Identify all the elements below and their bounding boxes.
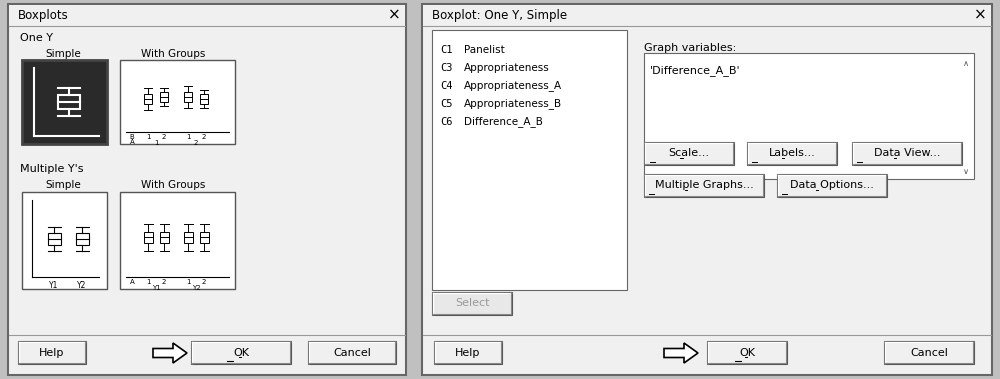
Text: Boxplot: One Y, Simple: Boxplot: One Y, Simple bbox=[432, 8, 567, 22]
Text: ×: × bbox=[974, 8, 986, 22]
Text: ×: × bbox=[388, 8, 400, 22]
Text: Y1: Y1 bbox=[49, 281, 59, 290]
Bar bbox=[747, 142, 837, 165]
Bar bbox=[184, 92, 192, 102]
Bar bbox=[422, 4, 992, 375]
Text: Boxplots: Boxplots bbox=[18, 8, 69, 22]
Bar bbox=[200, 232, 208, 243]
Bar bbox=[58, 95, 80, 109]
Bar bbox=[22, 192, 107, 289]
Text: Appropriateness_A: Appropriateness_A bbox=[464, 81, 562, 91]
Bar bbox=[8, 4, 406, 375]
Bar bbox=[884, 341, 974, 364]
Text: Labels...: Labels... bbox=[769, 149, 815, 158]
Text: OK: OK bbox=[739, 348, 755, 357]
Text: Y1: Y1 bbox=[152, 285, 160, 291]
Bar bbox=[76, 232, 88, 244]
Text: Panelist: Panelist bbox=[464, 45, 505, 55]
Text: Simple: Simple bbox=[45, 49, 81, 59]
Text: With Groups: With Groups bbox=[141, 49, 205, 59]
Text: 1: 1 bbox=[146, 279, 150, 285]
Bar bbox=[777, 174, 887, 197]
Text: C6: C6 bbox=[440, 117, 452, 127]
Text: Y2: Y2 bbox=[192, 285, 200, 291]
Text: C3: C3 bbox=[440, 63, 452, 73]
Text: One Y: One Y bbox=[20, 33, 53, 43]
Text: C4: C4 bbox=[440, 81, 452, 91]
Bar bbox=[22, 60, 107, 144]
Text: Simple: Simple bbox=[45, 180, 81, 190]
Text: With Groups: With Groups bbox=[141, 180, 205, 190]
Bar bbox=[184, 232, 192, 243]
Polygon shape bbox=[153, 343, 187, 363]
Text: 1: 1 bbox=[146, 134, 150, 140]
Text: Data Options...: Data Options... bbox=[790, 180, 874, 191]
Bar bbox=[644, 53, 974, 179]
Text: B: B bbox=[130, 134, 134, 140]
Bar bbox=[644, 174, 764, 197]
Text: Select: Select bbox=[455, 299, 489, 309]
Text: OK: OK bbox=[233, 348, 249, 357]
Text: C1: C1 bbox=[440, 45, 452, 55]
Polygon shape bbox=[664, 343, 698, 363]
Bar bbox=[120, 192, 235, 289]
Bar bbox=[120, 60, 235, 144]
Bar bbox=[423, 5, 991, 26]
Bar bbox=[707, 341, 787, 364]
Text: Y2: Y2 bbox=[77, 281, 87, 290]
Bar bbox=[432, 30, 627, 290]
Bar bbox=[432, 292, 512, 315]
Text: Data View...: Data View... bbox=[874, 149, 940, 158]
Text: 1: 1 bbox=[154, 140, 158, 146]
Bar bbox=[144, 94, 152, 104]
Text: Appropriateness_B: Appropriateness_B bbox=[464, 99, 562, 110]
Text: A: A bbox=[130, 279, 134, 285]
Text: Cancel: Cancel bbox=[910, 348, 948, 357]
Text: 'Difference_A_B': 'Difference_A_B' bbox=[650, 66, 741, 77]
Text: 2: 2 bbox=[202, 134, 206, 140]
Text: 1: 1 bbox=[186, 279, 190, 285]
Text: Help: Help bbox=[455, 348, 481, 357]
Text: Multiple Y's: Multiple Y's bbox=[20, 164, 84, 174]
Text: A: A bbox=[130, 139, 134, 145]
Bar bbox=[18, 341, 86, 364]
Text: 2: 2 bbox=[194, 140, 198, 146]
Bar bbox=[48, 232, 60, 244]
Text: C5: C5 bbox=[440, 99, 452, 109]
Text: Scale...: Scale... bbox=[668, 149, 710, 158]
Bar bbox=[9, 5, 405, 26]
Text: ∨: ∨ bbox=[963, 166, 969, 175]
Bar bbox=[191, 341, 291, 364]
Text: Cancel: Cancel bbox=[333, 348, 371, 357]
Text: Difference_A_B: Difference_A_B bbox=[464, 117, 543, 127]
Bar bbox=[144, 232, 152, 243]
Text: Help: Help bbox=[39, 348, 65, 357]
Text: ∧: ∧ bbox=[963, 58, 969, 67]
Bar bbox=[160, 92, 168, 102]
Bar bbox=[160, 232, 168, 243]
Text: Multiple Graphs...: Multiple Graphs... bbox=[655, 180, 753, 191]
Text: 2: 2 bbox=[162, 279, 166, 285]
Bar bbox=[644, 142, 734, 165]
Text: 2: 2 bbox=[202, 279, 206, 285]
Bar bbox=[308, 341, 396, 364]
Bar bbox=[200, 94, 208, 104]
Text: Appropriateness: Appropriateness bbox=[464, 63, 550, 73]
Bar bbox=[434, 341, 502, 364]
Text: 1: 1 bbox=[186, 134, 190, 140]
Text: Graph variables:: Graph variables: bbox=[644, 43, 736, 53]
Bar bbox=[852, 142, 962, 165]
Text: 2: 2 bbox=[162, 134, 166, 140]
